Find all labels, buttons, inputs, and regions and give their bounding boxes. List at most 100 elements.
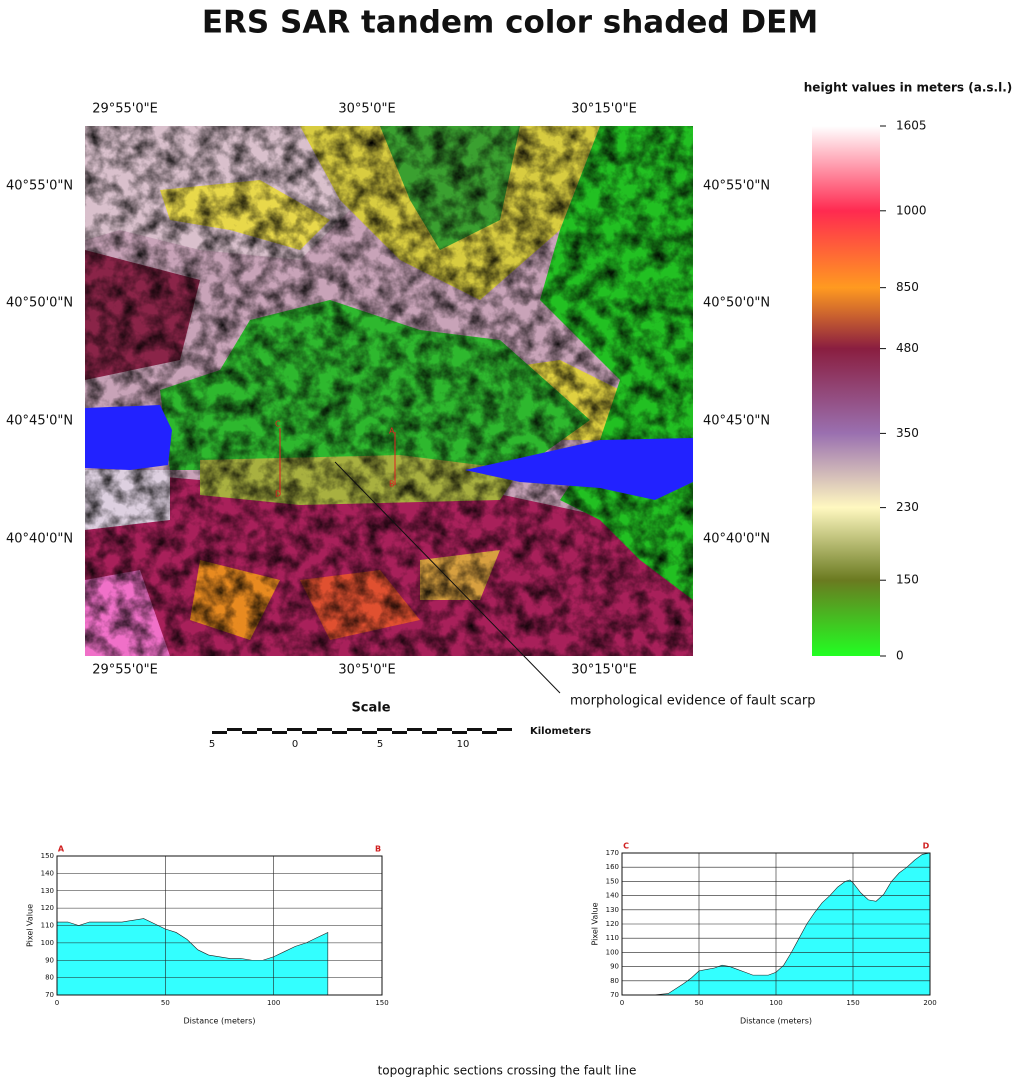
area bbox=[56, 918, 329, 996]
legend-tick-label: 480 bbox=[896, 341, 919, 355]
profile-label: A bbox=[389, 427, 395, 436]
plot-frame bbox=[621, 852, 931, 996]
latitude-label: 40°40'0"N bbox=[6, 532, 73, 547]
profile-label: C bbox=[275, 420, 281, 429]
corner-label: C bbox=[623, 842, 629, 851]
scale-segment bbox=[467, 728, 482, 731]
latitude-label: 40°50'0"N bbox=[6, 296, 73, 311]
scale-segment bbox=[212, 731, 227, 734]
longitude-label: 30°5'0"E bbox=[338, 663, 395, 678]
latitude-label: 40°50'0"N bbox=[703, 296, 770, 311]
legend-tick-label: 0 bbox=[896, 649, 904, 663]
y-tick-label: 70 bbox=[45, 991, 54, 999]
scale-label: 10 bbox=[457, 739, 470, 750]
y-tick-label: 80 bbox=[610, 977, 619, 985]
y-tick-label: 140 bbox=[41, 869, 54, 877]
scale-label: 0 bbox=[292, 739, 298, 750]
dem-map bbox=[85, 126, 693, 656]
y-tick-label: 160 bbox=[606, 863, 619, 871]
scale-segment bbox=[452, 731, 467, 734]
legend-tick-label: 350 bbox=[896, 426, 919, 440]
longitude-label: 30°15'0"E bbox=[571, 102, 637, 117]
latitude-label: 40°45'0"N bbox=[6, 414, 73, 429]
x-tick-label: 200 bbox=[923, 999, 936, 1007]
latitude-label: 40°45'0"N bbox=[703, 414, 770, 429]
y-tick-label: 120 bbox=[606, 920, 619, 928]
y-tick-label: 140 bbox=[606, 892, 619, 900]
x-axis-label: Distance (meters) bbox=[740, 1017, 812, 1026]
legend-tick-label: 230 bbox=[896, 500, 919, 514]
scale-segment bbox=[347, 728, 362, 731]
scale-segment bbox=[317, 728, 332, 731]
y-tick-label: 120 bbox=[41, 904, 54, 912]
x-tick-label: 100 bbox=[267, 999, 280, 1007]
longitude-label: 29°55'0"E bbox=[92, 663, 158, 678]
scale-label: 5 bbox=[377, 739, 383, 750]
scale-segment bbox=[422, 731, 437, 734]
scale-segment bbox=[272, 731, 287, 734]
area bbox=[652, 852, 931, 996]
scale-segment bbox=[227, 728, 242, 731]
y-tick-label: 100 bbox=[41, 939, 54, 947]
x-tick-label: 50 bbox=[161, 999, 170, 1007]
title: ERS SAR tandem color shaded DEM bbox=[202, 5, 818, 41]
scale-segment bbox=[362, 731, 377, 734]
corner-label: A bbox=[58, 845, 65, 854]
longitude-label: 30°15'0"E bbox=[571, 663, 637, 678]
profile-label: B bbox=[389, 480, 395, 489]
x-tick-label: 150 bbox=[846, 999, 859, 1007]
y-tick-label: 110 bbox=[606, 934, 619, 942]
scale-segment bbox=[437, 728, 452, 731]
y-tick-label: 130 bbox=[41, 887, 54, 895]
scale-segment bbox=[287, 728, 302, 731]
x-tick-label: 100 bbox=[769, 999, 782, 1007]
corner-label: B bbox=[375, 845, 381, 854]
longitude-label: 29°55'0"E bbox=[92, 102, 158, 117]
y-tick-label: 80 bbox=[45, 974, 54, 982]
x-tick-label: 150 bbox=[375, 999, 388, 1007]
x-tick-label: 0 bbox=[620, 999, 624, 1007]
color-bar bbox=[812, 126, 880, 656]
y-tick-label: 130 bbox=[606, 906, 619, 914]
scale-label: 5 bbox=[209, 739, 215, 750]
x-axis-label: Distance (meters) bbox=[184, 1017, 256, 1026]
corner-label: D bbox=[923, 842, 930, 851]
y-tick-label: 90 bbox=[610, 963, 619, 971]
annotation: morphological evidence of fault scarp bbox=[570, 694, 816, 709]
scale-segment bbox=[482, 731, 497, 734]
longitude-label: 30°5'0"E bbox=[338, 102, 395, 117]
y-tick-label: 70 bbox=[610, 991, 619, 999]
legend-tick-label: 1000 bbox=[896, 203, 927, 217]
y-tick-label: 170 bbox=[606, 849, 619, 857]
scale-segment bbox=[497, 728, 512, 731]
latitude-label: 40°40'0"N bbox=[703, 532, 770, 547]
scale-segment bbox=[242, 731, 257, 734]
legend-tick-label: 1605 bbox=[896, 119, 927, 133]
scale-unit: Kilometers bbox=[530, 726, 591, 737]
scale-segment bbox=[332, 731, 347, 734]
y-tick-label: 150 bbox=[41, 852, 54, 860]
annotation-leader bbox=[334, 461, 561, 694]
x-tick-label: 0 bbox=[55, 999, 59, 1007]
legend-tick-label: 150 bbox=[896, 573, 919, 587]
scale-segment bbox=[257, 728, 272, 731]
latitude-label: 40°55'0"N bbox=[6, 179, 73, 194]
scale-segment bbox=[377, 728, 392, 731]
y-axis-label: Pixel Value bbox=[26, 904, 35, 947]
latitude-label: 40°55'0"N bbox=[703, 179, 770, 194]
legend-tick-label: 850 bbox=[896, 280, 919, 294]
scale-segment bbox=[392, 731, 407, 734]
y-tick-label: 100 bbox=[606, 948, 619, 956]
scale-segment bbox=[302, 731, 317, 734]
scale-segment bbox=[407, 728, 422, 731]
y-tick-label: 90 bbox=[45, 956, 54, 964]
scale-title: Scale bbox=[351, 701, 390, 716]
plot-frame bbox=[56, 855, 383, 996]
x-tick-label: 50 bbox=[695, 999, 704, 1007]
y-axis-label: Pixel Value bbox=[591, 902, 600, 945]
legend-title: height values in meters (a.s.l.) bbox=[804, 81, 1012, 95]
y-tick-label: 110 bbox=[41, 922, 54, 930]
y-tick-label: 150 bbox=[606, 877, 619, 885]
